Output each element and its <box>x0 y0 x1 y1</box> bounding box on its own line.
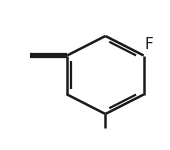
Text: F: F <box>144 37 153 52</box>
